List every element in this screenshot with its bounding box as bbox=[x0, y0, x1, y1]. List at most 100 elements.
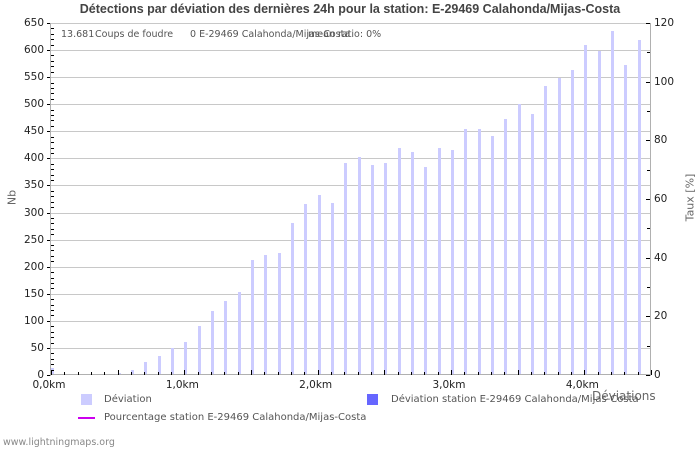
y-minor-tick bbox=[51, 61, 54, 62]
gridline bbox=[51, 294, 650, 295]
x-minor-tick bbox=[224, 372, 225, 375]
y-minor-tick bbox=[51, 120, 54, 121]
gridline bbox=[51, 50, 650, 51]
y-minor-tick bbox=[51, 278, 54, 279]
y-axis-title-left: Nb bbox=[5, 189, 19, 206]
x-minor-tick bbox=[624, 372, 625, 375]
x-tick-label: 0,0km bbox=[32, 379, 66, 391]
y-minor-tick bbox=[51, 196, 54, 197]
bar-deviation bbox=[491, 135, 494, 375]
bar-deviation bbox=[384, 163, 387, 375]
y-minor-tick bbox=[51, 202, 54, 203]
y2-minor-tick bbox=[647, 52, 650, 53]
y2-major-tick bbox=[646, 82, 650, 83]
bar-deviation bbox=[144, 362, 147, 375]
x-minor-tick bbox=[438, 372, 439, 375]
x-minor-tick bbox=[278, 372, 279, 375]
gridline bbox=[51, 23, 650, 24]
y-minor-tick bbox=[51, 370, 54, 371]
y-major-tick bbox=[47, 77, 50, 78]
x-minor-tick bbox=[158, 372, 159, 375]
y-axis-title-right: Taux [%] bbox=[683, 173, 697, 222]
x-major-tick bbox=[318, 370, 319, 375]
bar-deviation bbox=[304, 204, 307, 375]
y2-minor-tick bbox=[647, 346, 650, 347]
y-tick-label-left: 400 bbox=[23, 152, 44, 164]
y-minor-tick bbox=[51, 234, 54, 235]
y2-minor-tick bbox=[647, 287, 650, 288]
bar-deviation bbox=[131, 369, 134, 375]
bar-deviation bbox=[398, 147, 401, 375]
y-minor-tick bbox=[51, 153, 54, 154]
y-tick-label-left: 200 bbox=[23, 261, 44, 273]
x-minor-tick bbox=[558, 372, 559, 375]
y-minor-tick bbox=[51, 169, 54, 170]
x-minor-tick bbox=[131, 372, 132, 375]
left-axis-line bbox=[50, 23, 51, 376]
y-major-tick bbox=[47, 50, 50, 51]
x-major-tick bbox=[184, 370, 185, 375]
x-minor-tick bbox=[464, 372, 465, 375]
x-major-tick bbox=[51, 370, 52, 375]
y-minor-tick bbox=[51, 34, 54, 35]
y-tick-label-right: 20 bbox=[654, 310, 668, 322]
y2-minor-tick bbox=[647, 170, 650, 171]
x-major-tick bbox=[451, 370, 452, 375]
bar-deviation bbox=[504, 119, 507, 375]
bar-deviation bbox=[331, 203, 334, 375]
y-tick-label-left: 0 bbox=[37, 369, 44, 381]
y-minor-tick bbox=[51, 256, 54, 257]
y-minor-tick bbox=[51, 272, 54, 273]
y2-major-tick bbox=[646, 258, 650, 259]
y-minor-tick bbox=[51, 353, 54, 354]
y-tick-label-left: 450 bbox=[23, 125, 44, 137]
x-minor-tick bbox=[571, 372, 572, 375]
bar-deviation bbox=[558, 78, 561, 375]
y-tick-label-left: 250 bbox=[23, 234, 44, 246]
plot-area bbox=[51, 23, 651, 375]
y-minor-tick bbox=[51, 55, 54, 56]
y-major-tick bbox=[47, 213, 50, 214]
y2-major-tick bbox=[646, 199, 650, 200]
x-minor-tick bbox=[304, 372, 305, 375]
bar-deviation bbox=[264, 254, 267, 375]
bar-deviation bbox=[291, 223, 294, 375]
bar-deviation bbox=[224, 301, 227, 375]
bar-deviation bbox=[211, 311, 214, 375]
y-minor-tick bbox=[51, 110, 54, 111]
x-minor-tick bbox=[211, 372, 212, 375]
bar-deviation bbox=[118, 372, 121, 375]
gridline bbox=[51, 185, 650, 186]
x-minor-tick bbox=[478, 372, 479, 375]
y-minor-tick bbox=[51, 337, 54, 338]
x-minor-tick bbox=[544, 372, 545, 375]
y-minor-tick bbox=[51, 332, 54, 333]
y-minor-tick bbox=[51, 310, 54, 311]
y-minor-tick bbox=[51, 223, 54, 224]
y-minor-tick bbox=[51, 359, 54, 360]
x-minor-tick bbox=[531, 372, 532, 375]
x-minor-tick bbox=[64, 372, 65, 375]
x-minor-tick bbox=[371, 372, 372, 375]
bar-deviation bbox=[544, 85, 547, 375]
x-axis-title: Déviations bbox=[592, 389, 656, 403]
y-minor-tick bbox=[51, 39, 54, 40]
y-minor-tick bbox=[51, 326, 54, 327]
x-minor-tick bbox=[264, 372, 265, 375]
gridline bbox=[51, 240, 650, 241]
gridline bbox=[51, 321, 650, 322]
footer-credit: www.lightningmaps.org bbox=[3, 437, 115, 448]
y-minor-tick bbox=[51, 343, 54, 344]
y-minor-tick bbox=[51, 88, 54, 89]
bar-deviation bbox=[51, 367, 54, 375]
x-minor-tick bbox=[638, 372, 639, 375]
y-tick-label-right: 60 bbox=[654, 193, 668, 205]
x-major-tick bbox=[651, 370, 652, 375]
y-minor-tick bbox=[51, 45, 54, 46]
y-minor-tick bbox=[51, 142, 54, 143]
bar-deviation bbox=[318, 194, 321, 375]
bar-deviation bbox=[184, 341, 187, 375]
x-minor-tick bbox=[358, 372, 359, 375]
right-axis-line bbox=[650, 23, 651, 376]
legend-swatch-station-deviation bbox=[367, 394, 378, 405]
